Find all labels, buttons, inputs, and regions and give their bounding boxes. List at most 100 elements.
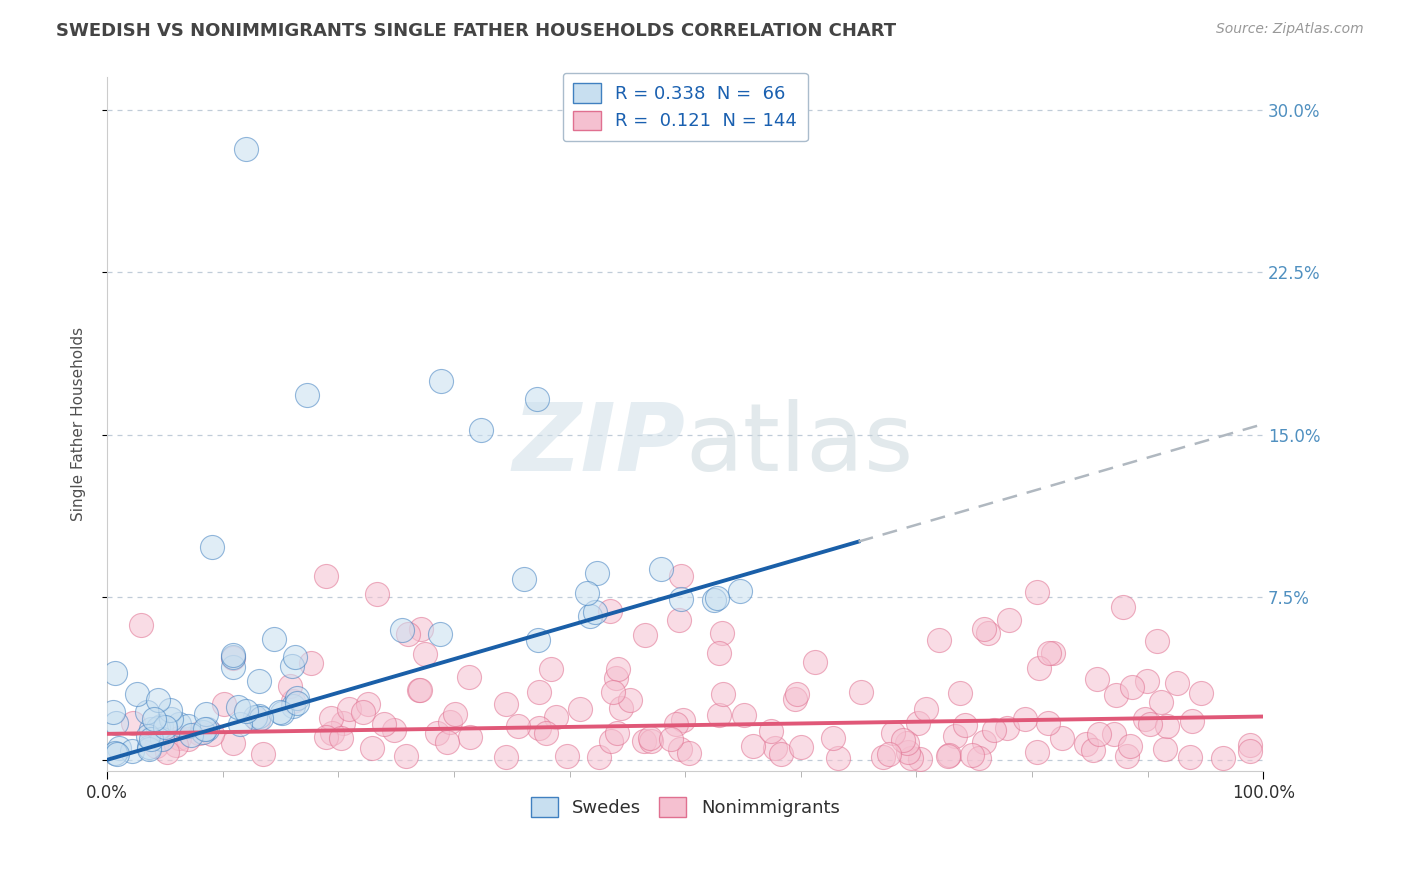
Text: atlas: atlas bbox=[685, 399, 914, 491]
Point bbox=[143, 712, 166, 726]
Point bbox=[222, 651, 245, 665]
Point bbox=[165, 738, 187, 752]
Point bbox=[1028, 661, 1050, 675]
Point bbox=[1025, 745, 1047, 759]
Point bbox=[936, 749, 959, 764]
Point bbox=[900, 751, 922, 765]
Point bbox=[131, 618, 153, 632]
Point bbox=[882, 726, 904, 740]
Point bbox=[153, 720, 176, 734]
Point bbox=[495, 749, 517, 764]
Point bbox=[786, 687, 808, 701]
Point bbox=[586, 566, 609, 581]
Point bbox=[706, 591, 728, 606]
Point bbox=[669, 568, 692, 582]
Point bbox=[669, 592, 692, 607]
Point bbox=[672, 713, 695, 727]
Point bbox=[470, 423, 492, 437]
Point bbox=[150, 719, 173, 733]
Point bbox=[460, 730, 482, 744]
Point bbox=[1050, 731, 1073, 745]
Point bbox=[1146, 633, 1168, 648]
Point bbox=[1166, 676, 1188, 690]
Point bbox=[243, 710, 266, 724]
Point bbox=[150, 732, 173, 747]
Point bbox=[169, 717, 191, 731]
Y-axis label: Single Father Households: Single Father Households bbox=[72, 327, 86, 521]
Point bbox=[269, 705, 291, 719]
Point bbox=[1112, 600, 1135, 615]
Point bbox=[396, 627, 419, 641]
Point bbox=[125, 687, 148, 701]
Point bbox=[527, 721, 550, 735]
Point bbox=[409, 683, 432, 698]
Point bbox=[332, 715, 354, 730]
Point bbox=[1119, 739, 1142, 753]
Point bbox=[321, 726, 343, 740]
Point bbox=[458, 669, 481, 683]
Point bbox=[1105, 688, 1128, 702]
Point bbox=[1102, 726, 1125, 740]
Point bbox=[1042, 647, 1064, 661]
Point bbox=[191, 725, 214, 739]
Point bbox=[194, 722, 217, 736]
Point bbox=[1133, 712, 1156, 726]
Point bbox=[136, 729, 159, 743]
Point bbox=[638, 731, 661, 746]
Point bbox=[201, 540, 224, 554]
Point bbox=[247, 709, 270, 723]
Point bbox=[578, 609, 600, 624]
Point bbox=[1189, 686, 1212, 700]
Point bbox=[195, 722, 218, 736]
Point bbox=[1088, 727, 1111, 741]
Point bbox=[297, 388, 319, 402]
Point bbox=[546, 710, 568, 724]
Point bbox=[155, 745, 177, 759]
Point bbox=[915, 702, 938, 716]
Point bbox=[669, 742, 692, 756]
Point bbox=[439, 715, 461, 730]
Point bbox=[391, 623, 413, 637]
Point bbox=[588, 749, 610, 764]
Point bbox=[1083, 743, 1105, 757]
Point bbox=[650, 562, 672, 576]
Point bbox=[281, 699, 304, 714]
Point bbox=[352, 705, 374, 719]
Point bbox=[1180, 749, 1202, 764]
Point bbox=[413, 647, 436, 661]
Point bbox=[709, 707, 731, 722]
Point bbox=[891, 732, 914, 747]
Point bbox=[568, 701, 591, 715]
Point bbox=[997, 721, 1019, 735]
Point bbox=[281, 694, 304, 708]
Point bbox=[609, 701, 631, 715]
Point bbox=[953, 718, 976, 732]
Point bbox=[896, 736, 918, 750]
Point bbox=[555, 749, 578, 764]
Point bbox=[943, 729, 966, 743]
Point bbox=[221, 660, 243, 674]
Point bbox=[495, 697, 517, 711]
Point bbox=[222, 736, 245, 750]
Point bbox=[790, 739, 813, 754]
Point bbox=[877, 747, 900, 761]
Text: SWEDISH VS NONIMMIGRANTS SINGLE FATHER HOUSEHOLDS CORRELATION CHART: SWEDISH VS NONIMMIGRANTS SINGLE FATHER H… bbox=[56, 22, 897, 40]
Point bbox=[761, 723, 783, 738]
Point bbox=[146, 721, 169, 735]
Point bbox=[271, 706, 294, 720]
Point bbox=[728, 584, 751, 599]
Point bbox=[897, 746, 920, 760]
Point bbox=[361, 741, 384, 756]
Point bbox=[668, 613, 690, 627]
Point bbox=[983, 723, 1005, 738]
Point bbox=[1136, 674, 1159, 689]
Point bbox=[321, 711, 343, 725]
Point bbox=[665, 716, 688, 731]
Point bbox=[214, 698, 236, 712]
Point bbox=[998, 613, 1021, 627]
Point bbox=[606, 726, 628, 740]
Point bbox=[973, 735, 995, 749]
Point bbox=[526, 392, 548, 407]
Point bbox=[711, 626, 734, 640]
Point bbox=[246, 713, 269, 727]
